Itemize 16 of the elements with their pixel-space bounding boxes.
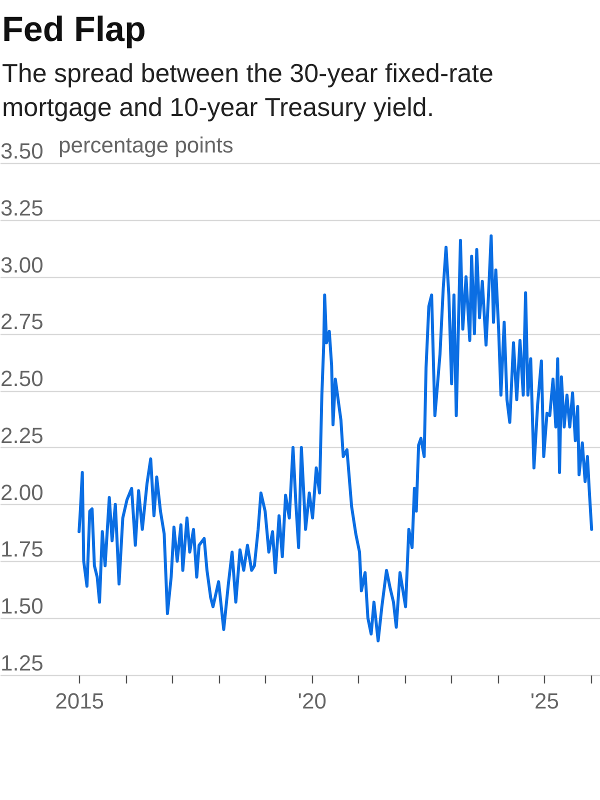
y-tick-label: 1.25 bbox=[0, 650, 44, 676]
y-tick-label: 3.00 bbox=[0, 252, 44, 278]
y-tick-label: 3.50 bbox=[0, 138, 44, 164]
y-tick-label: 1.50 bbox=[0, 594, 44, 619]
y-tick-label: 3.25 bbox=[0, 195, 44, 220]
x-tick-label: '25 bbox=[530, 688, 560, 714]
y-axis-title: percentage points bbox=[58, 132, 234, 158]
chart-subtitle: The spread between the 30-year fixed-rate mortgage and 10-year Treasury yield. bbox=[2, 57, 494, 124]
y-tick-label: 2.25 bbox=[0, 422, 44, 448]
y-tick-label: 2.50 bbox=[0, 366, 44, 392]
chart-title: Fed Flap bbox=[2, 10, 147, 50]
y-tick-label: 2.00 bbox=[0, 480, 44, 505]
y-tick-label: 2.75 bbox=[0, 309, 44, 334]
x-tick-label: '20 bbox=[298, 688, 326, 714]
y-tick-label: 1.75 bbox=[0, 536, 44, 562]
x-tick-label: 2015 bbox=[55, 688, 104, 714]
